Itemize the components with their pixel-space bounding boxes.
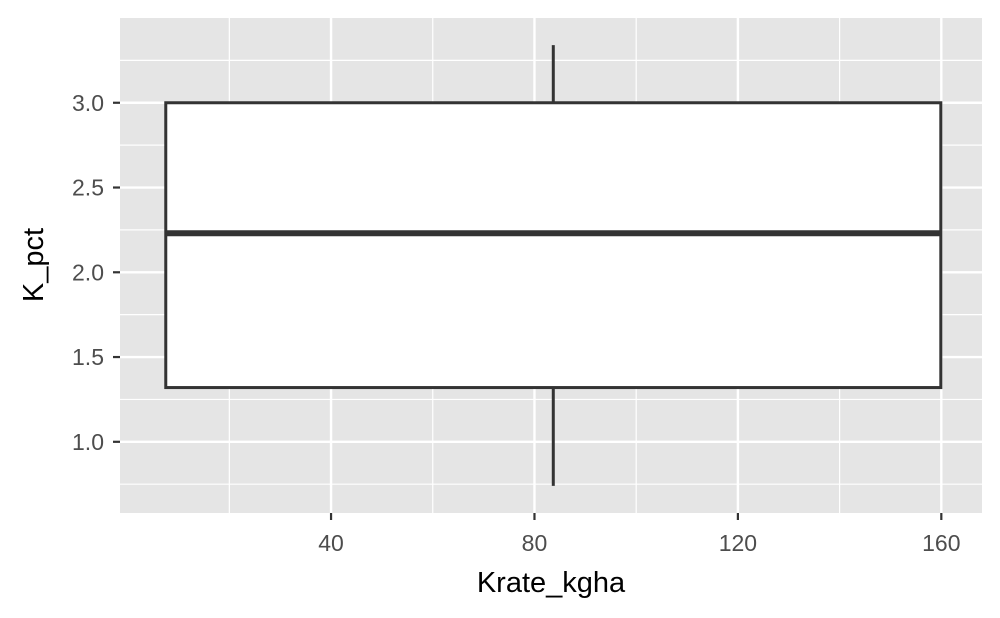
y-axis-title: K_pct: [18, 228, 50, 302]
box: [164, 101, 943, 390]
x-axis: 40 80 120 160: [318, 513, 961, 556]
y-tick-label: 2.0: [72, 259, 104, 285]
x-tick-label: 80: [522, 530, 548, 556]
x-tick-label: 120: [719, 530, 757, 556]
boxplot: [164, 45, 943, 486]
y-axis: 1.0 1.5 2.0 2.5 3.0: [72, 90, 120, 455]
y-tick-label: 3.0: [72, 90, 104, 116]
x-tick-label: 160: [922, 530, 960, 556]
y-tick-label: 2.5: [72, 175, 104, 201]
y-tick-label: 1.5: [72, 344, 104, 370]
x-axis-title: Krate_kgha: [477, 567, 626, 599]
y-tick-label: 1.0: [72, 429, 104, 455]
x-tick-label: 40: [318, 530, 344, 556]
